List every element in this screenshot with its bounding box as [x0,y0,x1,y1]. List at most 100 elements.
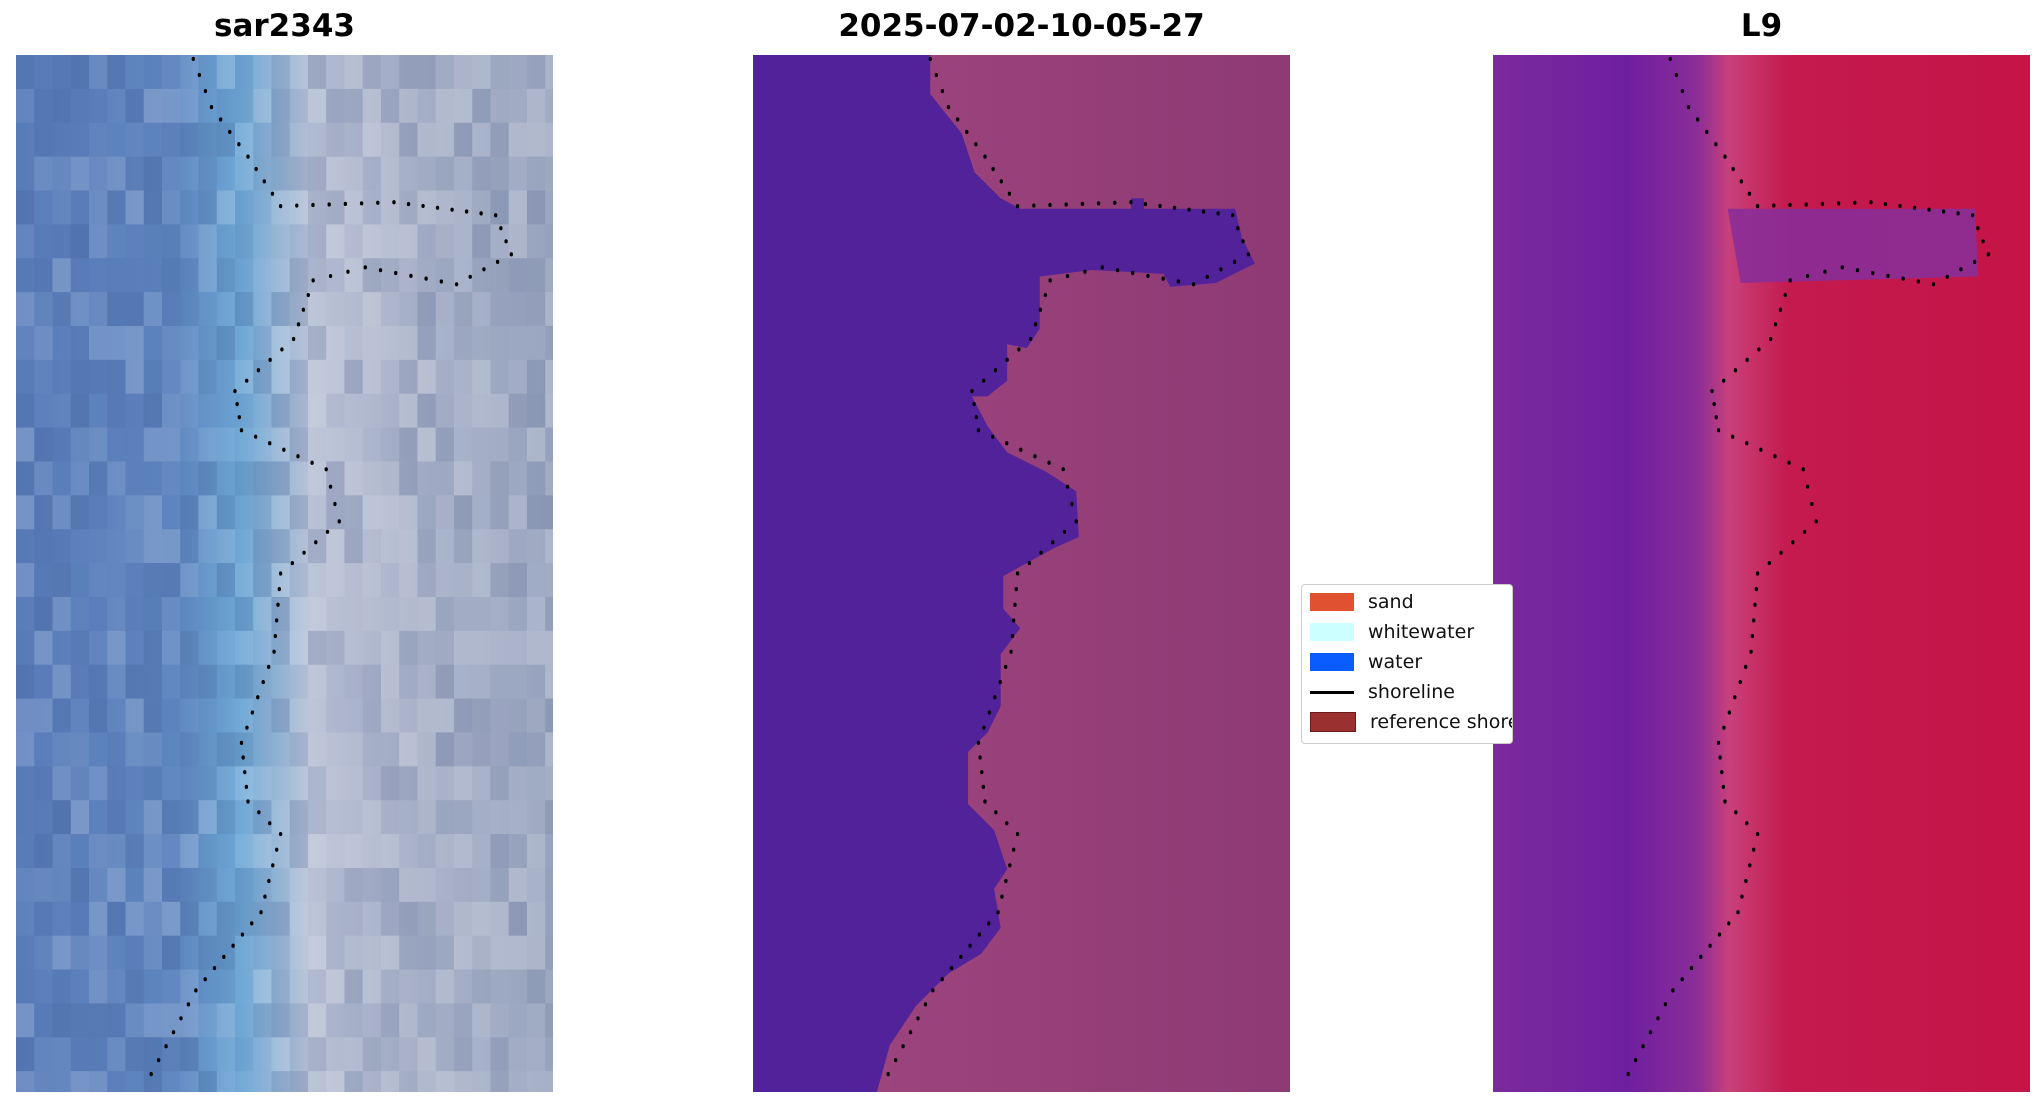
image-pixel [88,88,108,123]
shoreline-point [1916,279,1921,284]
image-pixel [289,427,308,462]
image-pixel [435,563,454,597]
shoreline-point [1745,441,1749,446]
shoreline-point [1738,679,1742,685]
shoreline-point [1745,821,1749,826]
image-pixel [490,122,509,157]
shoreline-point [1216,211,1220,216]
shoreline-point [268,357,272,362]
shoreline-point [261,679,265,685]
shoreline-point [1027,560,1032,566]
shoreline-point [1773,454,1777,459]
legend: sand whitewater water shoreline referenc… [1301,584,1513,744]
image-pixel [198,190,217,225]
image-pixel [216,901,235,936]
image-pixel [88,325,108,360]
shoreline-point [1733,368,1738,373]
image-pixel [34,630,53,665]
image-pixel [472,969,491,1004]
rgb-image-panel [16,55,553,1092]
image-pixel [34,394,52,428]
shoreline-point [1230,213,1235,218]
shoreline-point [1722,725,1726,730]
image-pixel [88,834,108,868]
image-pixel [52,258,71,293]
image-pixel [344,936,362,970]
shoreline-point [1723,799,1727,804]
shoreline-point [1626,1072,1630,1077]
shoreline-point [1032,203,1036,208]
image-pixel [180,122,199,157]
image-pixel [16,664,35,699]
image-pixel [417,495,436,530]
shoreline-point [1015,831,1020,837]
image-pixel [198,901,217,936]
shoreline-point [977,932,982,937]
image-pixel [107,563,125,597]
image-pixel [399,224,418,259]
image-pixel [290,665,308,699]
image-pixel [344,88,363,123]
shoreline-point [1015,204,1020,209]
image-pixel [417,596,436,631]
shoreline-point [1695,117,1700,122]
image-pixel [198,427,217,462]
image-pixel [88,901,108,936]
image-pixel [490,970,508,1004]
image-pixel [253,1003,272,1038]
shoreline-point [1959,267,1963,272]
image-pixel [198,495,217,530]
image-pixel [472,698,491,733]
legend-label: shoreline [1368,681,1455,703]
image-pixel [344,766,363,801]
image-pixel [326,732,345,767]
image-pixel [125,55,143,89]
image-pixel [143,292,162,326]
image-pixel [362,258,381,293]
image-pixel [271,935,290,970]
image-pixel [253,88,272,123]
shoreline-point [1680,977,1684,982]
image-pixel [70,393,89,428]
image-pixel [125,88,144,123]
image-pixel [88,698,108,733]
image-pixel [435,698,454,733]
shoreline-point [999,179,1003,184]
shoreline-point [1733,695,1737,700]
image-pixel [307,834,327,868]
image-pixel [107,766,126,801]
image-pixel [70,1003,89,1038]
image-pixel [417,698,436,733]
image-pixel [417,122,436,157]
image-pixel [399,292,417,326]
shoreline-point [1714,415,1719,420]
image-pixel [545,698,553,733]
image-pixel [34,834,53,868]
legend-item-sand: sand [1310,589,1414,615]
image-pixel [307,901,327,936]
image-pixel [34,55,53,89]
image-pixel [253,156,272,191]
image-pixel [545,495,553,530]
image-pixel [107,359,126,394]
image-pixel [125,664,144,699]
image-pixel [271,529,290,564]
shoreline-point [1773,322,1778,327]
panel-title-ndwi: L9 [1740,8,1783,44]
image-pixel [526,867,546,902]
image-pixel [198,766,217,801]
image-pixel [52,122,71,157]
image-pixel [52,1003,71,1038]
image-pixel [307,292,327,326]
image-pixel [88,427,108,462]
image-pixel [472,190,490,224]
image-pixel [125,495,144,530]
image-pixel [326,292,344,326]
classified-image-panel [753,55,1290,1092]
image-pixel [307,461,327,496]
image-pixel [508,630,527,665]
image-pixel [253,969,272,1004]
image-pixel [271,258,290,293]
image-pixel [125,258,144,293]
image-pixel [508,969,527,1004]
